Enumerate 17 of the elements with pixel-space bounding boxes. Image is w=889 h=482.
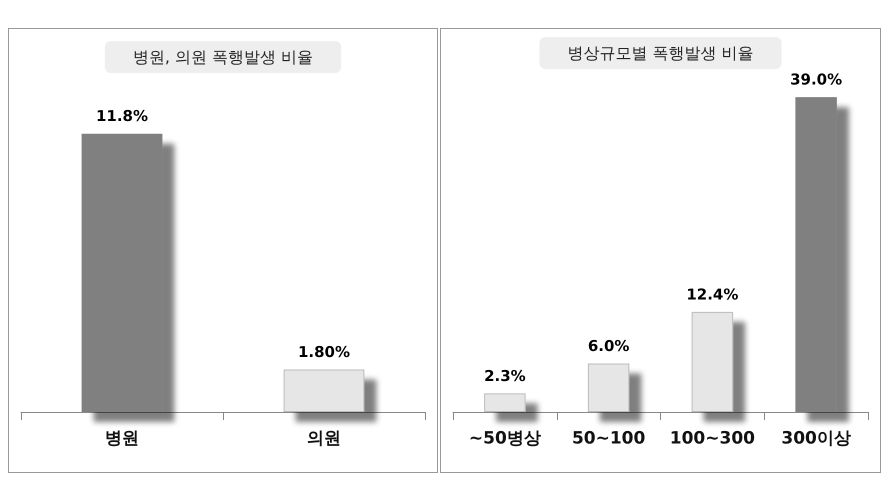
x-tick-label: 100~300 [670,428,756,448]
bar [484,393,526,412]
x-tick-label: 의원 [307,428,341,448]
bar [692,312,734,412]
data-label: 1.80% [298,343,350,362]
x-tick-label: 병원 [105,428,139,448]
data-label: 6.0% [588,337,630,356]
chart-title: 병상규모별 폭행발생 비율 [567,44,754,62]
x-tick-label: ~50병상 [468,428,541,448]
x-tick-label: 50~100 [572,428,646,448]
x-tick-label: 300이상 [781,428,851,448]
data-label: 12.4% [686,285,738,304]
data-label: 39.0% [790,70,842,89]
bar [588,364,630,412]
data-label: 2.3% [484,366,526,385]
data-label: 11.8% [96,107,148,126]
chart-title: 병원, 의원 폭행발생 비율 [132,48,314,66]
